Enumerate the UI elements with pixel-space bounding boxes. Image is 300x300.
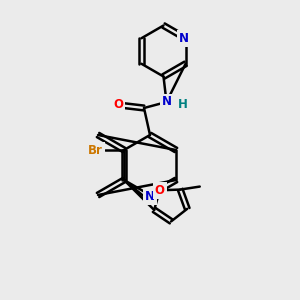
Text: O: O (155, 184, 165, 197)
Text: Br: Br (88, 143, 103, 157)
Text: H: H (178, 98, 188, 112)
Text: N: N (161, 95, 172, 109)
Text: N: N (145, 190, 155, 203)
Text: N: N (179, 32, 189, 45)
Text: O: O (113, 98, 124, 112)
